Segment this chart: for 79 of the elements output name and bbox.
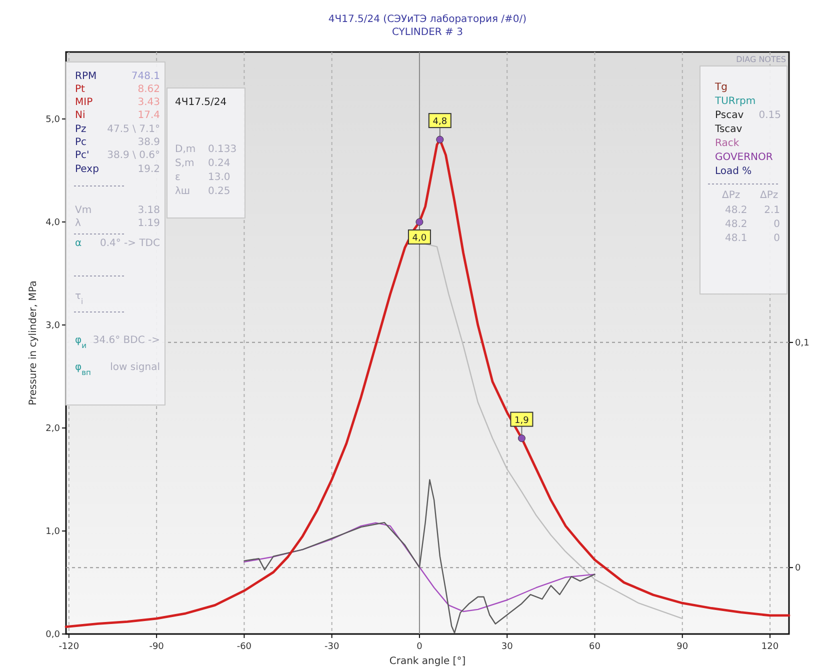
annotation: 4,8 bbox=[432, 117, 448, 128]
annotation: 748.1 bbox=[131, 71, 160, 82]
annotation: φ$_{и}$ bbox=[75, 335, 87, 350]
y-axis-title: Pressure in cylinder, MPa bbox=[28, 280, 39, 406]
annotation: 0.133 bbox=[208, 144, 237, 155]
annotation: 1.19 bbox=[138, 218, 160, 229]
line-series bbox=[244, 479, 596, 634]
x-tick-label: -120 bbox=[58, 642, 80, 652]
chart-subtitle: CYLINDER # 3 bbox=[392, 27, 463, 38]
annotation: 48.2 bbox=[725, 205, 748, 216]
y-tick-label: 0,0 bbox=[46, 630, 60, 640]
annotation: 4Ч17.5/24 bbox=[175, 97, 227, 108]
annotation: φ$_{вп}$ bbox=[75, 362, 92, 376]
chart-title: 4Ч17.5/24 (СЭУиТЭ лаборатория /#0/) bbox=[328, 14, 527, 25]
annotation: 2.1 bbox=[764, 205, 780, 216]
annotation: 0.25 bbox=[208, 186, 230, 197]
annotation: D,m bbox=[175, 144, 196, 155]
annotation: 3.43 bbox=[138, 97, 160, 108]
y-tick-label: 1,0 bbox=[46, 526, 60, 537]
y2-tick-label: 0,1 bbox=[795, 338, 810, 348]
annotation: 3.18 bbox=[138, 205, 160, 216]
x-tick-label: -90 bbox=[149, 642, 164, 652]
annotation: 19.2 bbox=[138, 164, 160, 175]
y-tick-label: 5,0 bbox=[46, 114, 60, 125]
annotation: α bbox=[75, 238, 82, 249]
annotation: Pc bbox=[75, 137, 87, 148]
y-tick-label: 4,0 bbox=[46, 218, 60, 228]
annotation: Pscav bbox=[715, 110, 744, 121]
y-tick-label: 3,0 bbox=[46, 320, 60, 331]
annotation: 48.1 bbox=[725, 233, 748, 244]
annotation: Pexp bbox=[75, 164, 99, 175]
annotation: Pt bbox=[75, 84, 86, 95]
annotation: τ$_{i}$ bbox=[75, 291, 84, 306]
annotation: 0.15 bbox=[758, 110, 781, 121]
annotation: Pc' bbox=[75, 150, 90, 161]
annotation: 8.62 bbox=[138, 84, 160, 95]
x-tick-label: -60 bbox=[236, 642, 252, 652]
annotation: 13.0 bbox=[208, 172, 230, 183]
annotation: 34.6° BDC -> bbox=[92, 335, 160, 346]
annotation: 1,9 bbox=[514, 416, 530, 426]
annotation: 4,0 bbox=[412, 233, 427, 244]
x-tick-label: 0 bbox=[416, 642, 423, 652]
y2-tick-label: 0 bbox=[795, 564, 801, 574]
annotation: Ni bbox=[75, 110, 86, 121]
annotation: S,m bbox=[175, 158, 194, 169]
x-tick-label: 60 bbox=[589, 642, 601, 652]
annotation: 17.4 bbox=[138, 110, 160, 121]
annotation: 0.24 bbox=[208, 158, 230, 169]
x-tick-label: 90 bbox=[676, 642, 688, 652]
annotation: DIAG NOTES bbox=[736, 55, 786, 64]
annotation: λш bbox=[175, 186, 190, 197]
x-tick-label: 30 bbox=[501, 642, 514, 652]
y-tick-label: 2,0 bbox=[46, 424, 60, 434]
x-tick-label: -30 bbox=[324, 642, 340, 652]
x-axis-title: Crank angle [°] bbox=[389, 656, 466, 667]
annotation: Load % bbox=[715, 166, 752, 177]
annotation: Pz bbox=[75, 124, 86, 135]
annotation: Rack bbox=[715, 138, 740, 149]
annotation: Tscav bbox=[714, 124, 742, 135]
annotation: ΔPz bbox=[760, 190, 778, 201]
annotation: GOVERNOR bbox=[715, 152, 773, 163]
annotation: ε bbox=[175, 172, 180, 183]
annotation: 0 bbox=[774, 233, 780, 244]
annotation: low signal bbox=[110, 362, 160, 373]
line-series bbox=[244, 522, 596, 612]
x-tick-label: 120 bbox=[761, 642, 779, 652]
annotation: Tg bbox=[714, 82, 728, 93]
annotation: 47.5 \ 7.1° bbox=[107, 124, 160, 135]
annotation: Vm bbox=[75, 205, 92, 216]
annotation: MIP bbox=[75, 97, 93, 108]
annotation: λ bbox=[75, 218, 81, 229]
annotation: 48.2 bbox=[725, 219, 748, 230]
annotation: 38.9 \ 0.6° bbox=[107, 150, 160, 161]
annotation: 0 bbox=[774, 219, 780, 230]
annotation: ΔPz bbox=[722, 190, 740, 201]
annotation: RPM bbox=[75, 71, 97, 82]
annotation: TURrpm bbox=[714, 96, 756, 107]
annotation: 0.4° -> TDC bbox=[100, 238, 160, 249]
annotation: 38.9 bbox=[138, 137, 160, 148]
